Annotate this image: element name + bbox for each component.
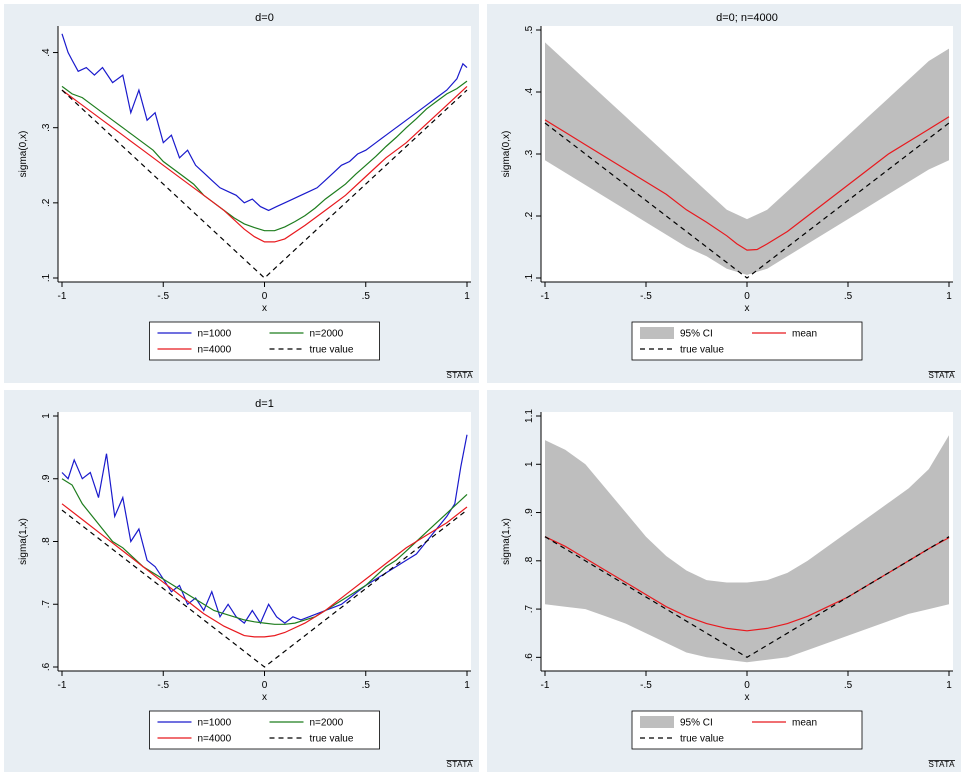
- legend-label-n-4000: n=4000: [198, 345, 232, 356]
- series-line-n-1000: [61, 434, 468, 625]
- legend-label-95pct-ci: 95% CI: [680, 718, 713, 729]
- legend-swatch-ci: [640, 716, 674, 728]
- chart-panel-bottom-left: d=1 -1 -.5 0 .5 1 x .6 .7 .8 .9 1 sigma(1,x) n=1000 n=…: [4, 390, 479, 772]
- x-tick-label: .5: [362, 680, 371, 691]
- x-axis-label: x: [262, 692, 267, 703]
- legend-label-n-1000: n=1000: [198, 718, 232, 729]
- series-line-true-value: [61, 89, 468, 279]
- y-tick-label: .6: [524, 653, 535, 662]
- plot-area: [58, 412, 471, 671]
- chart-panel-bottom-right: -1 -.5 0 .5 1 x .6 .7 .8 .9 1 1.1 sigma(1,x) 95% CI me…: [487, 390, 961, 772]
- y-tick-label: .9: [524, 508, 535, 517]
- y-tick-label: .9: [41, 474, 52, 483]
- ci-band: [545, 42, 949, 275]
- y-tick-label: .2: [524, 211, 535, 220]
- legend-label-true-value: true value: [680, 345, 724, 356]
- y-tick-label: 1: [524, 461, 535, 467]
- x-tick-label: 0: [262, 291, 268, 302]
- y-tick-label: .8: [41, 537, 52, 546]
- series-line-mean: [544, 116, 950, 251]
- y-tick-label: .6: [41, 662, 52, 671]
- x-tick-label: 1: [946, 680, 952, 691]
- y-axis-label: sigma(0,x): [501, 131, 512, 178]
- y-tick-label: .8: [524, 556, 535, 565]
- series-line-n-2000: [61, 478, 468, 625]
- x-tick-label: -.5: [157, 291, 169, 302]
- x-axis-label: x: [745, 303, 750, 314]
- y-tick-label: .5: [524, 25, 535, 34]
- y-tick-label: .7: [524, 604, 535, 613]
- stata-watermark: STATA: [929, 760, 956, 769]
- series-line-n-1000: [61, 33, 468, 212]
- y-tick-label: .4: [41, 48, 52, 57]
- y-tick-label: .4: [524, 87, 535, 96]
- chart-d1-ci: -1 -.5 0 .5 1 x .6 .7 .8 .9 1 1.1 sigma(1,x) 95% CI me…: [501, 409, 956, 769]
- y-tick-label: .7: [41, 600, 52, 609]
- chart-d1: d=1 -1 -.5 0 .5 1 x .6 .7 .8 .9 1 sigma(1,x) n=1000 n=…: [18, 398, 474, 769]
- series-line-mean: [544, 536, 950, 632]
- y-tick-label: .1: [524, 273, 535, 282]
- legend-label-n-4000: n=4000: [198, 734, 232, 745]
- legend-label-true-value: true value: [680, 734, 724, 745]
- x-tick-label: .5: [844, 291, 853, 302]
- chart-d0-n4000: d=0; n=4000 -1 -.5 0 .5 1 x .1 .2 .3 .4 .5 sigma(0,x…: [501, 12, 956, 380]
- chart-title: d=1: [255, 398, 274, 410]
- y-axis-label: sigma(1,x): [501, 518, 512, 565]
- x-tick-label: -1: [541, 291, 550, 302]
- chart-title: d=0; n=4000: [716, 12, 778, 24]
- x-tick-label: -1: [541, 680, 550, 691]
- legend-label-n-2000: n=2000: [310, 718, 344, 729]
- series-line-true-value: [544, 536, 950, 658]
- legend-label-mean: mean: [792, 718, 817, 729]
- y-tick-label: 1.1: [524, 409, 535, 423]
- chart-title: d=0: [255, 12, 274, 24]
- legend-label-mean: mean: [792, 329, 817, 340]
- legend-label-95pct-ci: 95% CI: [680, 329, 713, 340]
- stata-watermark: STATA: [929, 371, 956, 380]
- x-axis-label: x: [745, 692, 750, 703]
- series-line-true-value: [544, 122, 950, 279]
- stata-watermark: STATA: [447, 760, 474, 769]
- plot-area: [58, 26, 471, 282]
- x-tick-label: -.5: [640, 291, 652, 302]
- chart-panel-top-right: d=0; n=4000 -1 -.5 0 .5 1 x .1 .2 .3 .4 .5 sigma(0,x…: [487, 4, 961, 383]
- x-tick-label: -.5: [640, 680, 652, 691]
- x-tick-label: -1: [58, 291, 67, 302]
- y-tick-label: .1: [41, 273, 52, 282]
- x-tick-label: 0: [744, 291, 750, 302]
- chart-panel-top-left: d=0 -1 -.5 0 .5 1 x .1 .2 .3 .4 sigma(0,x) n=1000 n=2…: [4, 4, 479, 383]
- x-tick-label: 0: [744, 680, 750, 691]
- x-tick-label: 1: [464, 680, 470, 691]
- x-tick-label: -.5: [157, 680, 169, 691]
- x-tick-label: .5: [362, 291, 371, 302]
- legend-box: [149, 710, 380, 750]
- x-axis-label: x: [262, 303, 267, 314]
- y-tick-label: 1: [41, 413, 52, 419]
- y-tick-label: .3: [41, 123, 52, 132]
- x-tick-label: .5: [844, 680, 853, 691]
- legend-swatch-ci: [640, 327, 674, 339]
- legend-label-true-value: true value: [310, 345, 354, 356]
- y-axis-label: sigma(0,x): [18, 131, 29, 178]
- chart-d0: d=0 -1 -.5 0 .5 1 x .1 .2 .3 .4 sigma(0,x) n=1000 n=2…: [18, 12, 474, 380]
- x-tick-label: 0: [262, 680, 268, 691]
- series-line-true-value: [61, 509, 468, 668]
- legend-box: [149, 321, 380, 361]
- ci-band: [545, 435, 949, 663]
- x-tick-label: 1: [464, 291, 470, 302]
- legend-label-n-2000: n=2000: [310, 329, 344, 340]
- legend-label-n-1000: n=1000: [198, 329, 232, 340]
- y-tick-label: .2: [41, 198, 52, 207]
- stata-watermark: STATA: [447, 371, 474, 380]
- x-tick-label: 1: [946, 291, 952, 302]
- series-line-n-2000: [61, 80, 468, 232]
- y-axis-label: sigma(1,x): [18, 518, 29, 565]
- y-tick-label: .3: [524, 149, 535, 158]
- series-line-n-4000: [61, 85, 468, 243]
- x-tick-label: -1: [58, 680, 67, 691]
- series-line-n-4000: [61, 503, 468, 638]
- legend-label-true-value: true value: [310, 734, 354, 745]
